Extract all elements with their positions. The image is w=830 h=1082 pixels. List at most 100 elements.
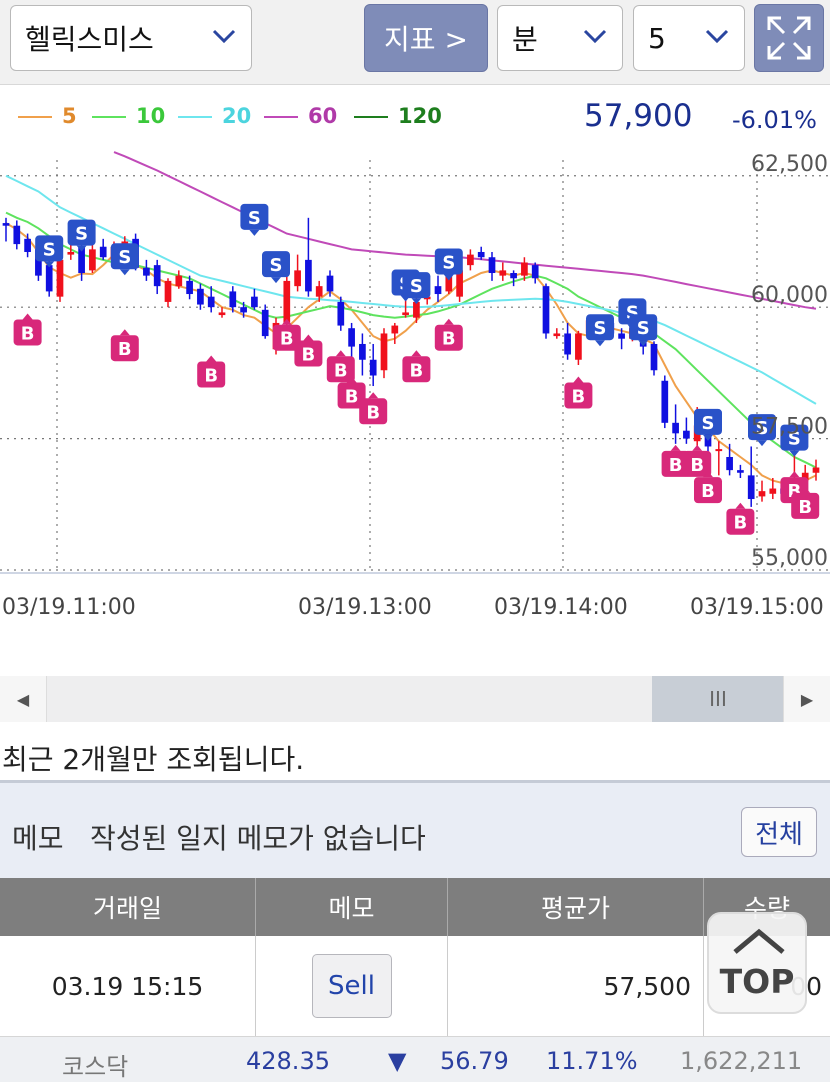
x-tick-label: 03/19.14:00 [494,595,628,620]
candle-body [467,254,474,266]
svg-text:B: B [21,323,35,344]
candle-body [369,359,377,376]
memo-cell: Sell [256,936,448,1036]
svg-text:S: S [75,224,88,245]
sell-memo-button[interactable]: Sell [311,954,392,1018]
indicator-button[interactable]: 지표 > [364,4,488,72]
buy-signal-icon: B [434,318,463,351]
sell-signal-icon: S [110,243,139,276]
period-unit-select[interactable]: 분 [497,5,623,71]
buy-signal-icon: B [564,376,593,409]
memo-bar: 메모 작성된 일지 메모가 없습니다 전체 [0,780,830,881]
buy-signal-icon: B [326,350,355,383]
candle-body [747,475,755,500]
candle-body [218,312,226,316]
price-change-rate: -6.01% [732,106,817,134]
candle-body [683,430,690,439]
table-row[interactable]: 03.19 15:15 Sell 57,500 00 [0,936,830,1036]
candlestick-chart[interactable]: SSSBBBSSBBBBBSSBSBBSSSBBSBBSSBB 62,50060… [0,150,830,580]
candle-body [488,257,496,274]
candle-body [99,246,107,258]
stock-select[interactable]: 헬릭스미스 [10,5,252,71]
candle-body [402,312,409,316]
ma20-line [5,174,817,405]
svg-text:S: S [637,318,650,339]
candle-body [359,343,366,360]
buy-signal-icon: B [726,502,755,535]
candle-body [499,270,507,276]
candle-body [456,270,463,297]
scroll-left-button[interactable]: ◀ [0,676,47,722]
candle-body [672,422,679,434]
scroll-right-button[interactable]: ▶ [783,676,830,722]
candle-body [13,225,21,245]
index-rate: 11.71% [546,1047,638,1075]
sell-signal-icon: S [67,219,96,252]
y-tick-label: 55,000 [751,546,828,571]
down-arrow-icon: ▼ [388,1047,407,1075]
buy-signal-icon: B [337,376,366,409]
index-volume: 1,622,211 [680,1047,803,1075]
scroll-top-button[interactable]: TOP [707,912,807,1014]
memo-all-button[interactable]: 전체 [741,807,817,857]
sell-signal-icon: S [262,251,290,284]
svg-text:S: S [442,253,455,274]
svg-text:B: B [280,329,294,350]
y-tick-label: 57,500 [751,415,828,440]
candle-body [294,270,301,287]
fullscreen-button[interactable] [754,4,824,72]
y-tick-label: 62,500 [751,152,828,177]
svg-text:S: S [756,418,769,439]
candle-body [812,467,820,473]
candle-body [413,301,420,318]
column-header-memo: 메모 [256,878,448,936]
candle-body [553,333,561,337]
current-price: 57,900 [584,98,693,134]
candle-body [531,265,539,279]
column-header-avg-price: 평균가 [448,878,704,936]
candle-body [153,265,161,287]
kosdaq-index-bar[interactable]: 코스닥 428.35 ▼ 56.79 11.71% 1,622,211 [0,1036,830,1082]
svg-text:S: S [594,318,607,339]
stock-name: 헬릭스미스 [25,23,154,56]
svg-text:B: B [734,513,748,534]
buy-signal-icon: B [694,471,722,504]
buy-signal-icon: B [197,355,226,388]
memo-title: 메모 [12,822,64,855]
sell-signal-icon: S [586,314,614,347]
chevron-down-icon [212,29,236,44]
legend-ma120: 120 [354,104,442,128]
sell-signal-icon: S [780,424,809,457]
candle-body [769,488,777,494]
candle-body [207,296,215,308]
candle-body [175,275,183,287]
candle-body [661,380,669,423]
candle-body [715,449,723,452]
svg-text:B: B [345,387,359,408]
candle-body [445,275,453,292]
legend-ma5: 5 [18,104,77,128]
chart-scrollbar[interactable]: ◀ III ▶ [0,676,830,722]
chevron-up-icon [733,928,785,954]
candle-body [337,301,345,326]
candle-body [305,259,312,292]
period-unit-value: 분 [512,23,538,56]
index-change: 56.79 [440,1047,509,1075]
buy-signal-icon: B [791,486,820,519]
candle-body [261,309,269,337]
svg-text:S: S [788,429,801,450]
buy-signal-icon: B [661,444,690,477]
candle-body [186,280,193,295]
legend-ma10: 10 [92,104,165,128]
candle-body [24,238,31,252]
svg-text:S: S [118,247,131,268]
candle-body [326,275,334,292]
sell-signal-icon: S [748,414,776,447]
period-value-select[interactable]: 5 [633,5,745,71]
candle-body [78,246,85,274]
scroll-thumb[interactable]: III [652,676,784,722]
candle-body [229,291,237,308]
memo-empty-text: 작성된 일지 메모가 없습니다 [90,822,426,855]
top-label: TOP [719,962,795,1001]
x-tick-label: 03/19.11:00 [2,595,136,620]
